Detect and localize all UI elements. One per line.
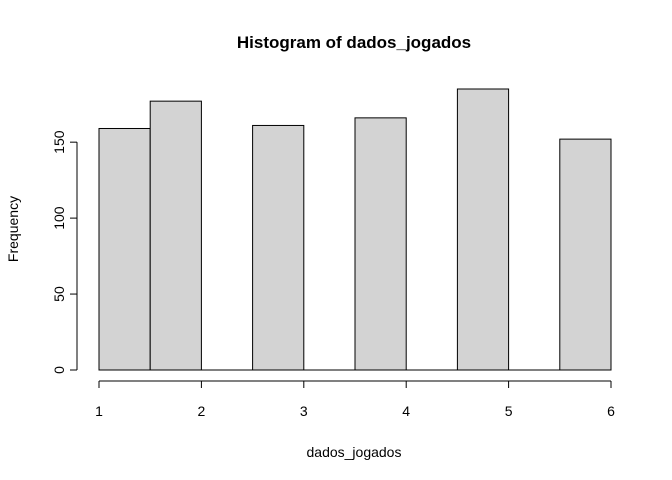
y-tick-label: 50 — [51, 286, 67, 302]
x-axis-label: dados_jogados — [307, 444, 402, 460]
chart-title: Histogram of dados_jogados — [237, 33, 471, 52]
y-tick-label: 150 — [51, 130, 67, 154]
histogram-bar — [98, 127, 151, 371]
bars-group — [98, 88, 612, 371]
y-tick-label: 0 — [51, 366, 67, 374]
y-tick-label: 100 — [51, 206, 67, 230]
x-tick-label: 1 — [95, 403, 103, 419]
histogram-bar — [559, 138, 612, 371]
x-tick-label: 6 — [607, 403, 615, 419]
y-axis: 0 50 100 150 — [51, 130, 78, 374]
x-tick-label: 5 — [505, 403, 513, 419]
x-axis: 1 2 3 4 5 6 — [95, 380, 615, 419]
histogram-bar — [456, 88, 510, 371]
x-tick-label: 4 — [402, 403, 410, 419]
histogram-bar — [252, 124, 305, 371]
x-tick-label: 2 — [198, 403, 206, 419]
x-tick-label: 3 — [300, 403, 308, 419]
histogram-bar — [149, 100, 202, 371]
histogram-bar — [354, 117, 407, 371]
y-axis-label: Frequency — [5, 196, 21, 262]
